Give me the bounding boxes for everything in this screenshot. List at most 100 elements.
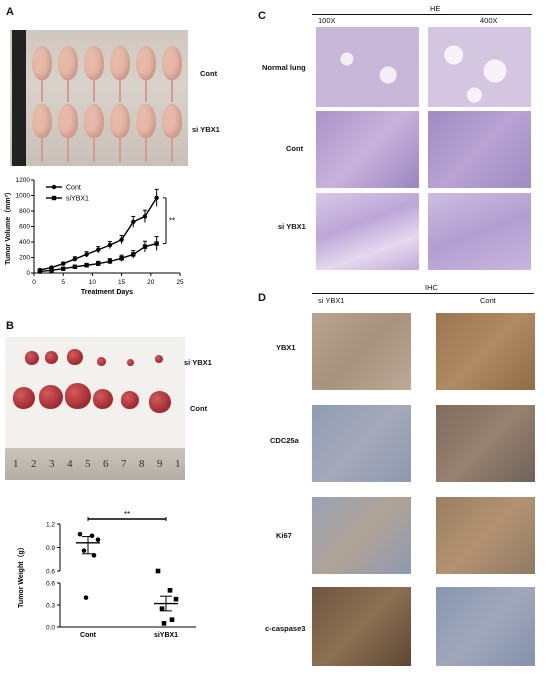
tumor-specimen [45, 351, 58, 364]
panel-label-b: B [6, 320, 14, 332]
tumor-specimen [121, 391, 139, 409]
data-point [72, 256, 78, 262]
panel-c-row-cont: Cont [286, 144, 304, 153]
ruler-number: 7 [121, 458, 127, 470]
mouse-figure [58, 104, 78, 138]
mouse-tail [93, 78, 95, 102]
ruler-number: 2 [31, 458, 37, 470]
legend-marker [51, 184, 57, 190]
panel-c-col-100x: 100X [318, 16, 336, 25]
panel-d-row-ccaspase3: c-caspase3 [265, 624, 306, 633]
tumor-specimen [127, 359, 134, 366]
ihc-ybx1-siybx1 [312, 313, 411, 390]
panel-d-col-siybx1: si YBX1 [318, 296, 345, 305]
panel-d-header: IHC [425, 283, 438, 292]
data-point [84, 252, 89, 257]
y-tick-label: 400 [19, 239, 30, 246]
panel-c-header: HE [430, 4, 441, 13]
data-point [131, 252, 136, 257]
panel-a-label-siybx1: si YBX1 [192, 125, 220, 134]
mouse-tail [93, 136, 95, 162]
mouse-figure [136, 46, 156, 80]
panel-label-a: A [6, 6, 14, 18]
mouse-tail [67, 136, 69, 162]
mouse-figure [162, 104, 182, 138]
data-point [159, 606, 165, 611]
legend-label: siYBX1 [66, 196, 89, 203]
data-point [155, 568, 161, 574]
data-point [81, 548, 87, 553]
ihc-cdc25a-cont [436, 405, 535, 482]
data-point [169, 617, 175, 622]
tumor-specimen [39, 385, 63, 409]
data-point [96, 247, 101, 252]
x-axis-title: Treatment Days [81, 289, 133, 296]
y-axis-title: Tumor Weight（g） [17, 543, 25, 608]
panel-d-row-cdc25a: CDC25a [270, 436, 299, 445]
ihc-cdc25a-siybx1 [312, 405, 411, 482]
data-point [61, 261, 66, 266]
tumor-specimen [25, 351, 39, 365]
ihc-ki67-siybx1 [312, 497, 411, 574]
data-point [161, 621, 167, 626]
y-tick-label: 600 [19, 224, 30, 231]
panel-c-row-siybx1: si YBX1 [278, 222, 306, 231]
data-point [61, 266, 66, 271]
x-tick-label: 20 [147, 279, 155, 286]
mouse-figure [110, 46, 130, 80]
legend-marker [51, 195, 57, 201]
panel-c-col-400x: 400X [480, 16, 498, 25]
ruler-strip [12, 30, 26, 166]
mouse-tail [41, 136, 43, 162]
panel-d-header-line [312, 293, 534, 294]
y-tick-label: 0.0 [46, 624, 55, 631]
data-point [95, 537, 101, 542]
panel-d-col-cont: Cont [480, 296, 496, 305]
mouse-figure [32, 104, 52, 138]
panel-a-label-cont: Cont [200, 69, 218, 78]
tumor-specimen [65, 383, 91, 409]
data-point [37, 269, 43, 274]
ruler-number: 4 [67, 458, 73, 470]
legend-label: Cont [66, 185, 81, 192]
tumor-specimen [149, 391, 171, 413]
mouse-figure [84, 104, 104, 138]
panel-c-row-normal: Normal lung [262, 63, 306, 72]
mouse-figure [84, 46, 104, 80]
data-point [154, 241, 159, 246]
he-normal-100x [316, 27, 419, 107]
panel-d-row-ybx1: YBX1 [276, 343, 296, 352]
mouse-tail [41, 78, 43, 102]
mouse-tail [171, 136, 173, 162]
y-axis-title: Tumor Volume（mm³） [4, 188, 12, 265]
tumor-specimen [155, 355, 163, 363]
ihc-ccaspase3-cont [436, 587, 535, 666]
x-category-label: Cont [80, 632, 97, 639]
ruler-number: 6 [103, 458, 109, 470]
data-point [91, 553, 97, 558]
panel-c-header-line [312, 14, 532, 15]
data-point [142, 214, 148, 219]
data-point [142, 244, 148, 249]
ruler-number: 8 [139, 458, 145, 470]
data-point [119, 256, 124, 261]
y-tick-label: 0.3 [46, 602, 55, 609]
panel-label-d: D [258, 292, 266, 304]
panel-b-label-siybx1: si YBX1 [184, 358, 212, 367]
x-tick-label: 25 [176, 279, 184, 286]
data-point [89, 533, 95, 539]
y-tick-label: 800 [19, 208, 30, 215]
y-tick-label: 200 [19, 255, 30, 262]
ihc-ybx1-cont [436, 313, 535, 390]
mouse-tail [171, 78, 173, 102]
data-point [107, 259, 113, 264]
mouse-tail [145, 78, 147, 102]
mice-photo [10, 30, 188, 166]
data-point [96, 261, 101, 266]
he-cont-400x [428, 111, 531, 188]
data-point [131, 219, 136, 225]
y-tick-label: 1000 [16, 193, 31, 200]
tumor-specimen [13, 387, 35, 409]
data-point [167, 588, 173, 593]
x-tick-label: 15 [118, 279, 126, 286]
